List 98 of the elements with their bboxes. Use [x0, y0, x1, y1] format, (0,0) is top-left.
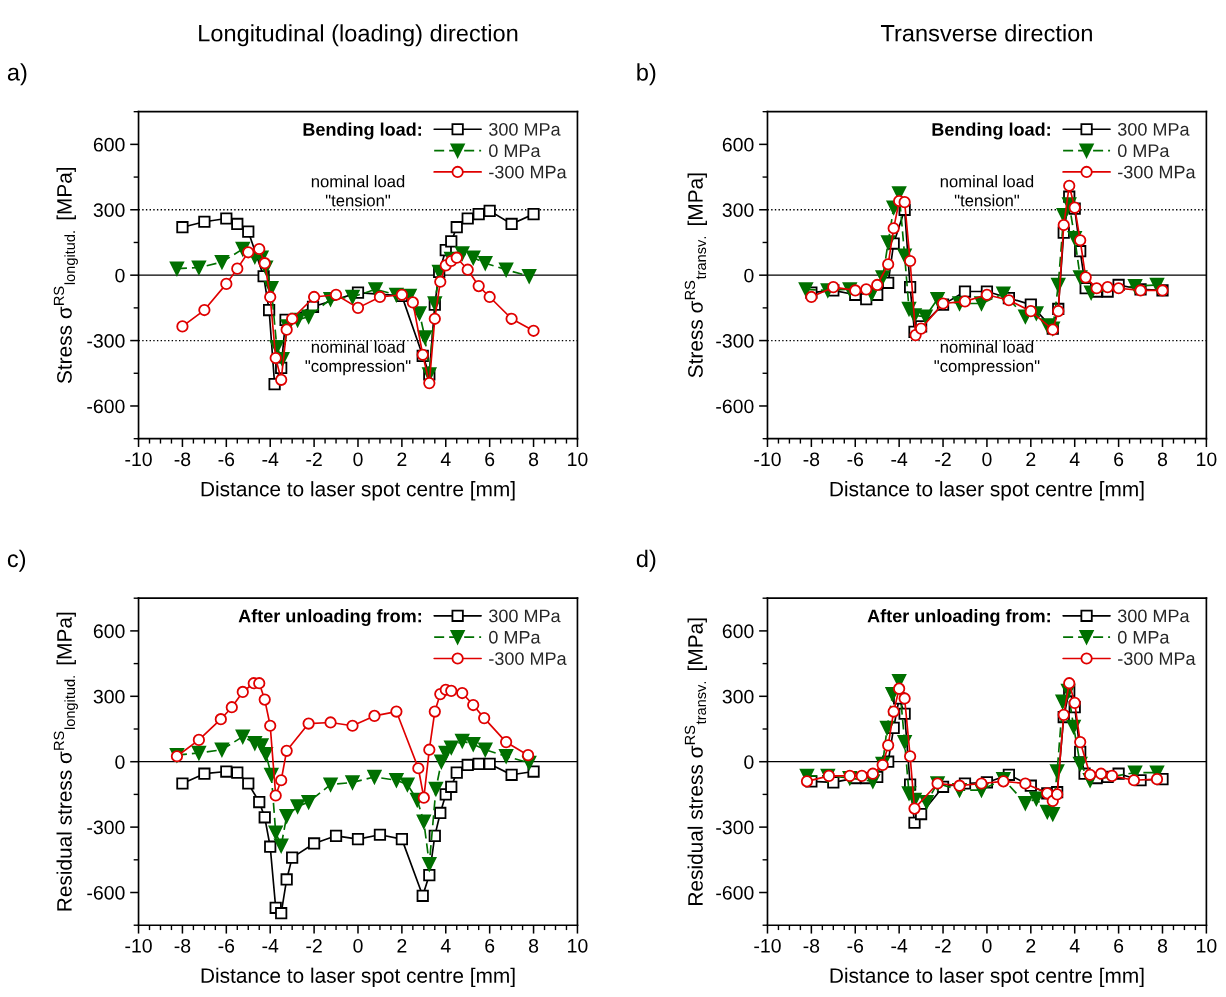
x-tick-label: 8 [528, 938, 539, 953]
x-tick-label: 4 [440, 939, 451, 953]
legend-title: Bending load: [303, 122, 421, 140]
x-tick-label: -6 [847, 452, 864, 467]
x-tick-label: -8 [174, 938, 191, 953]
x-tick-label: 4 [1069, 452, 1080, 466]
text: Longitudinal (loading) direction [199, 24, 518, 47]
x-tick-label: -6 [847, 938, 864, 953]
legend-title: Bending load: [932, 122, 1050, 140]
x-tick-label: 8 [1157, 452, 1168, 467]
y-axis-title: Residual stress σ$^{RS}$$_{transv.}$ [MPa] [684, 618, 707, 905]
ref-line-label: nominal load "compression" [934, 340, 1040, 376]
x-tick-label: 0 [982, 938, 992, 953]
x-tick-label: -10 [125, 938, 152, 953]
x-tick-label: 8 [528, 452, 539, 467]
x-axis-title: Distance to laser spot centre [mm] [201, 481, 515, 501]
legend-label: 300 MPa [1117, 122, 1190, 136]
x-tick-label: 2 [1026, 452, 1036, 466]
y-axis-title: Stress σ$^{RS}$$_{transv.}$ [MPa] [684, 173, 707, 378]
y-tick-label: 600 [93, 624, 125, 639]
x-tick-label: 10 [568, 452, 588, 467]
x-tick-label: -2 [306, 938, 322, 953]
x-tick-label: 10 [1197, 938, 1217, 953]
y-tick-label: -600 [87, 399, 125, 414]
y-tick-label: -300 [87, 334, 125, 348]
x-tick-label: 6 [485, 452, 495, 467]
x-tick-label: -8 [174, 452, 191, 467]
legend-label: 0 MPa [1117, 630, 1170, 644]
legend-title: After unloading from: [867, 609, 1050, 626]
y-tick-label: 300 [93, 203, 125, 218]
x-tick-label: 6 [1114, 938, 1124, 953]
y-tick-label: -600 [716, 399, 754, 414]
legend-label: -300 MPa [1118, 165, 1196, 179]
chart-title: b) [637, 63, 656, 86]
y-axis-title: Residual stress σ$^{RS}$$_{longitud.}$ [MPa] [53, 612, 78, 911]
y-tick-label: -600 [716, 885, 754, 900]
x-tick-label: -4 [891, 452, 908, 466]
y-tick-label: 600 [722, 624, 754, 639]
x-tick-label: -6 [218, 938, 235, 953]
legend-label: 300 MPa [489, 609, 561, 623]
legend-label: 0 MPa [489, 630, 541, 644]
y-tick-label: -300 [87, 820, 125, 835]
x-tick-label: 6 [1114, 452, 1124, 467]
chart-title: a) [7, 63, 27, 86]
chart-title: c) [7, 549, 26, 572]
y-tick-label: 0 [744, 268, 754, 283]
y-tick-label: 300 [93, 689, 125, 704]
y-tick-label: 0 [744, 755, 754, 769]
x-tick-label: 0 [353, 938, 363, 953]
x-tick-label: 2 [397, 452, 407, 466]
x-axis-title: Distance to laser spot centre [mm] [830, 967, 1144, 988]
y-axis-title: Stress σ$^{RS}$$_{longitud.}$ [MPa] [53, 167, 78, 384]
y-tick-label: 0 [115, 268, 125, 283]
y-tick-label: 600 [722, 137, 754, 152]
x-tick-label: -2 [935, 938, 951, 953]
legend-label: 300 MPa [1117, 609, 1190, 623]
x-tick-label: -10 [754, 452, 781, 467]
x-tick-label: -6 [218, 452, 235, 467]
legend-title: After unloading from: [238, 609, 421, 626]
x-tick-label: -8 [803, 452, 820, 467]
x-tick-label: 6 [485, 938, 495, 953]
chart-title: d) [636, 549, 656, 572]
legend-label: -300 MPa [489, 165, 567, 179]
x-tick-label: 4 [440, 452, 451, 466]
x-tick-label: 4 [1069, 939, 1080, 953]
x-tick-label: -8 [803, 938, 820, 953]
ref-line-label: nominal load "tension" [311, 175, 405, 207]
y-tick-label: -600 [87, 885, 125, 900]
x-tick-label: 2 [397, 938, 407, 953]
x-tick-label: -2 [935, 452, 951, 466]
x-tick-label: 0 [982, 452, 992, 467]
x-tick-label: 8 [1157, 938, 1168, 953]
legend-label: -300 MPa [1118, 652, 1196, 665]
legend-label: 300 MPa [489, 122, 561, 136]
x-axis-title: Distance to laser spot centre [mm] [201, 967, 515, 988]
x-tick-label: -4 [262, 939, 279, 953]
x-tick-label: -4 [262, 452, 279, 466]
x-tick-label: 10 [1197, 452, 1217, 467]
y-tick-label: 300 [722, 203, 754, 218]
legend-label: 0 MPa [1117, 144, 1170, 158]
text: Transverse direction [880, 24, 1092, 42]
legend-label: -300 MPa [489, 652, 567, 665]
x-tick-label: -4 [891, 939, 908, 953]
x-tick-label: -10 [754, 938, 781, 953]
x-axis-title: Distance to laser spot centre [mm] [830, 481, 1144, 501]
y-tick-label: 0 [115, 755, 125, 769]
y-tick-label: 300 [722, 689, 754, 704]
x-tick-label: -10 [125, 452, 152, 467]
ref-line-label: nominal load "compression" [305, 340, 411, 376]
ref-line-label: nominal load "tension" [940, 175, 1034, 207]
y-tick-label: 600 [93, 137, 125, 152]
x-tick-label: -2 [306, 452, 322, 466]
y-tick-label: -300 [716, 820, 754, 835]
y-tick-label: -300 [716, 334, 754, 348]
x-tick-label: 0 [353, 452, 363, 467]
x-tick-label: 2 [1026, 938, 1036, 953]
legend-label: 0 MPa [489, 144, 541, 158]
x-tick-label: 10 [568, 938, 588, 953]
